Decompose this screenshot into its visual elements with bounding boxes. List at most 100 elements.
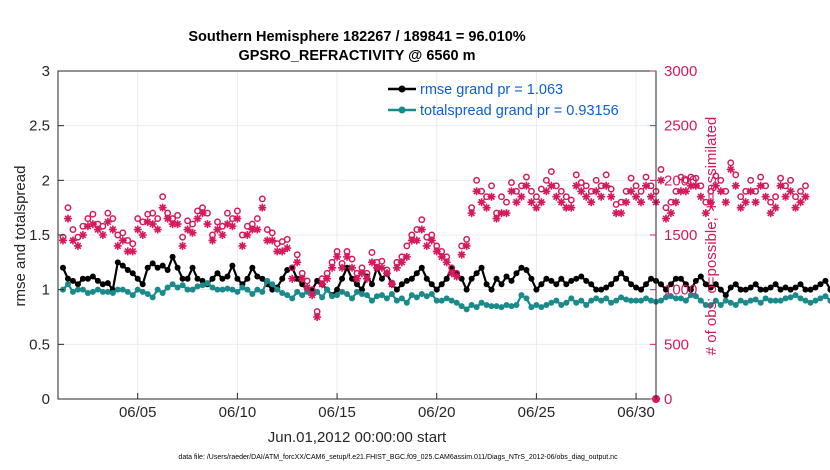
rmse-point bbox=[672, 275, 679, 282]
rmse-point bbox=[817, 281, 824, 288]
rmse-point bbox=[797, 281, 804, 288]
totalspread-point bbox=[553, 297, 560, 304]
rmse-point bbox=[428, 281, 435, 288]
y-tick-label-left: 0.5 bbox=[29, 336, 50, 353]
totalspread-point bbox=[74, 286, 81, 293]
totalspread-point bbox=[368, 297, 375, 304]
totalspread-point bbox=[717, 301, 724, 308]
series-totalspread bbox=[59, 277, 830, 313]
assimilated-point bbox=[716, 187, 725, 196]
assimilated-point bbox=[706, 198, 715, 207]
possible-point bbox=[747, 176, 755, 184]
rmse-point bbox=[792, 284, 799, 291]
assimilated-point bbox=[258, 203, 267, 212]
totalspread-point bbox=[762, 295, 769, 302]
assimilated-point bbox=[477, 198, 486, 207]
rmse-point bbox=[757, 286, 764, 293]
totalspread-point bbox=[573, 299, 580, 306]
totalspread-point bbox=[682, 297, 689, 304]
totalspread-point bbox=[747, 297, 754, 304]
totalspread-point bbox=[503, 301, 510, 308]
totalspread-point bbox=[134, 286, 141, 293]
possible-point bbox=[797, 187, 804, 195]
possible-point bbox=[64, 204, 72, 212]
possible-point bbox=[89, 210, 97, 218]
assimilated-point bbox=[298, 274, 307, 283]
totalspread-point bbox=[433, 297, 440, 304]
rmse-point bbox=[613, 275, 620, 282]
totalspread-point bbox=[164, 284, 171, 291]
rmse-point bbox=[682, 281, 689, 288]
possible-point bbox=[104, 209, 112, 217]
rmse-point bbox=[423, 275, 430, 282]
totalspread-point bbox=[274, 286, 281, 293]
totalspread-point bbox=[772, 297, 779, 304]
assimilated-point bbox=[328, 263, 337, 272]
assimilated-point bbox=[507, 187, 516, 196]
totalspread-point bbox=[807, 299, 814, 306]
assimilated-point bbox=[153, 225, 162, 234]
assimilated-point bbox=[238, 241, 247, 250]
rmse-point bbox=[827, 286, 830, 293]
possible-point bbox=[592, 176, 600, 184]
rmse-point bbox=[687, 286, 694, 293]
rmse-point bbox=[692, 277, 699, 284]
totalspread-point bbox=[154, 286, 161, 293]
possible-point bbox=[498, 193, 505, 201]
assimilated-point bbox=[681, 187, 690, 196]
possible-point bbox=[737, 193, 745, 201]
totalspread-point bbox=[677, 295, 684, 302]
rmse-point bbox=[254, 273, 261, 280]
possible-point bbox=[732, 171, 740, 179]
assimilated-point bbox=[761, 192, 770, 201]
rmse-point bbox=[807, 286, 814, 293]
assimilated-point bbox=[627, 187, 636, 196]
assimilated-point bbox=[786, 187, 795, 196]
totalspread-point bbox=[204, 280, 211, 287]
rmse-point bbox=[89, 273, 96, 280]
assimilated-point bbox=[377, 263, 386, 272]
assimilated-point bbox=[103, 217, 112, 226]
rmse-point bbox=[538, 281, 545, 288]
rmse-point bbox=[558, 275, 565, 282]
assimilated-point bbox=[746, 187, 755, 196]
possible-point bbox=[184, 217, 192, 225]
y-tick-label-left: 2 bbox=[42, 172, 50, 189]
totalspread-point bbox=[388, 291, 395, 298]
assimilated-point bbox=[721, 198, 730, 207]
assimilated-point bbox=[602, 181, 611, 190]
totalspread-point bbox=[657, 297, 664, 304]
assimilated-point bbox=[522, 181, 531, 190]
assimilated-point bbox=[741, 198, 750, 207]
assimilated-point bbox=[397, 258, 406, 267]
rmse-point bbox=[443, 275, 450, 282]
rmse-point bbox=[209, 275, 216, 282]
possible-point bbox=[787, 176, 794, 184]
assimilated-point bbox=[432, 247, 441, 256]
rmse-point bbox=[234, 275, 241, 282]
x-tick-label: 06/25 bbox=[518, 404, 556, 421]
x-tick-label: 06/10 bbox=[219, 404, 257, 421]
x-tick-label: 06/30 bbox=[617, 404, 655, 421]
rmse-point bbox=[533, 286, 540, 293]
totalspread-point bbox=[568, 295, 575, 302]
rmse-point bbox=[94, 277, 101, 284]
rmse-point bbox=[742, 286, 749, 293]
totalspread-point bbox=[628, 297, 635, 304]
totalspread-point bbox=[159, 289, 166, 296]
totalspread-point bbox=[209, 284, 216, 291]
rmse-point bbox=[79, 275, 86, 282]
assimilated-point bbox=[532, 203, 541, 212]
assimilated-point bbox=[183, 225, 192, 234]
assimilated-point bbox=[253, 225, 262, 234]
totalspread-point bbox=[598, 297, 605, 304]
rmse-point bbox=[433, 286, 440, 293]
chart-subtitle: GPSRO_REFRACTIVITY @ 6560 m bbox=[238, 48, 475, 64]
assimilated-point bbox=[338, 263, 347, 272]
totalspread-point bbox=[299, 292, 306, 299]
rmse-point bbox=[528, 275, 535, 282]
possible-point bbox=[503, 198, 510, 206]
rmse-point bbox=[777, 286, 784, 293]
rmse-point bbox=[189, 264, 196, 271]
totalspread-point bbox=[543, 301, 550, 308]
